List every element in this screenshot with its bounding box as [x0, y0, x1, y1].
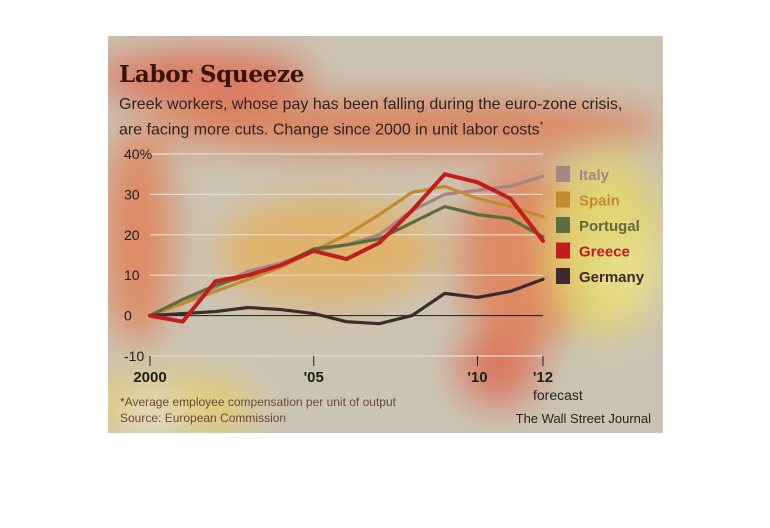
legend-swatch-spain [556, 191, 570, 208]
chart-card: Labor Squeeze Greek workers, whose pay h… [108, 36, 663, 433]
legend-label-portugal: Portugal [579, 218, 640, 235]
y-tick-label: 30 [124, 186, 140, 202]
publisher-credit: The Wall Street Journal [515, 411, 651, 426]
forecast-label: forecast [533, 387, 583, 403]
y-tick-label: -10 [124, 348, 144, 364]
legend-swatch-portugal [556, 217, 570, 233]
legend-label-germany: Germany [579, 269, 645, 286]
series-line-greece [148, 172, 545, 324]
legend-swatch-greece [556, 242, 570, 259]
line-chart: -10 0 10 20 30 40% 2000 '05 '10 '12 Italy Spain Port… [124, 146, 645, 386]
y-tick-label: 40% [124, 146, 152, 162]
legend-swatch-italy [556, 166, 570, 182]
footnote: *Average employee compensation per unit … [120, 394, 396, 426]
chart-title: Labor Squeeze [119, 61, 305, 88]
x-tick-label: 2000 [133, 369, 166, 386]
legend-label-spain: Spain [579, 193, 620, 210]
series-line-portugal [148, 204, 545, 318]
series-line-spain [148, 184, 545, 318]
legend-label-greece: Greece [579, 244, 630, 261]
chart-subtitle: Greek workers, whose pay has been fallin… [119, 96, 623, 139]
footnote-source: Source: European Commission [120, 411, 287, 425]
footnote-definition: *Average employee compensation per unit … [120, 395, 396, 409]
x-tick-label: '10 [467, 369, 487, 386]
legend-label-italy: Italy [579, 167, 610, 184]
y-tick-label: 10 [124, 267, 140, 283]
series-line-germany [148, 277, 545, 326]
legend-swatch-germany [556, 268, 570, 284]
subtitle-asterisk: * [539, 120, 544, 130]
y-tick-label: 0 [124, 308, 132, 324]
y-tick-label: 20 [124, 227, 140, 243]
x-tick-label: '12 [533, 369, 553, 386]
x-tick-label: '05 [304, 369, 324, 386]
